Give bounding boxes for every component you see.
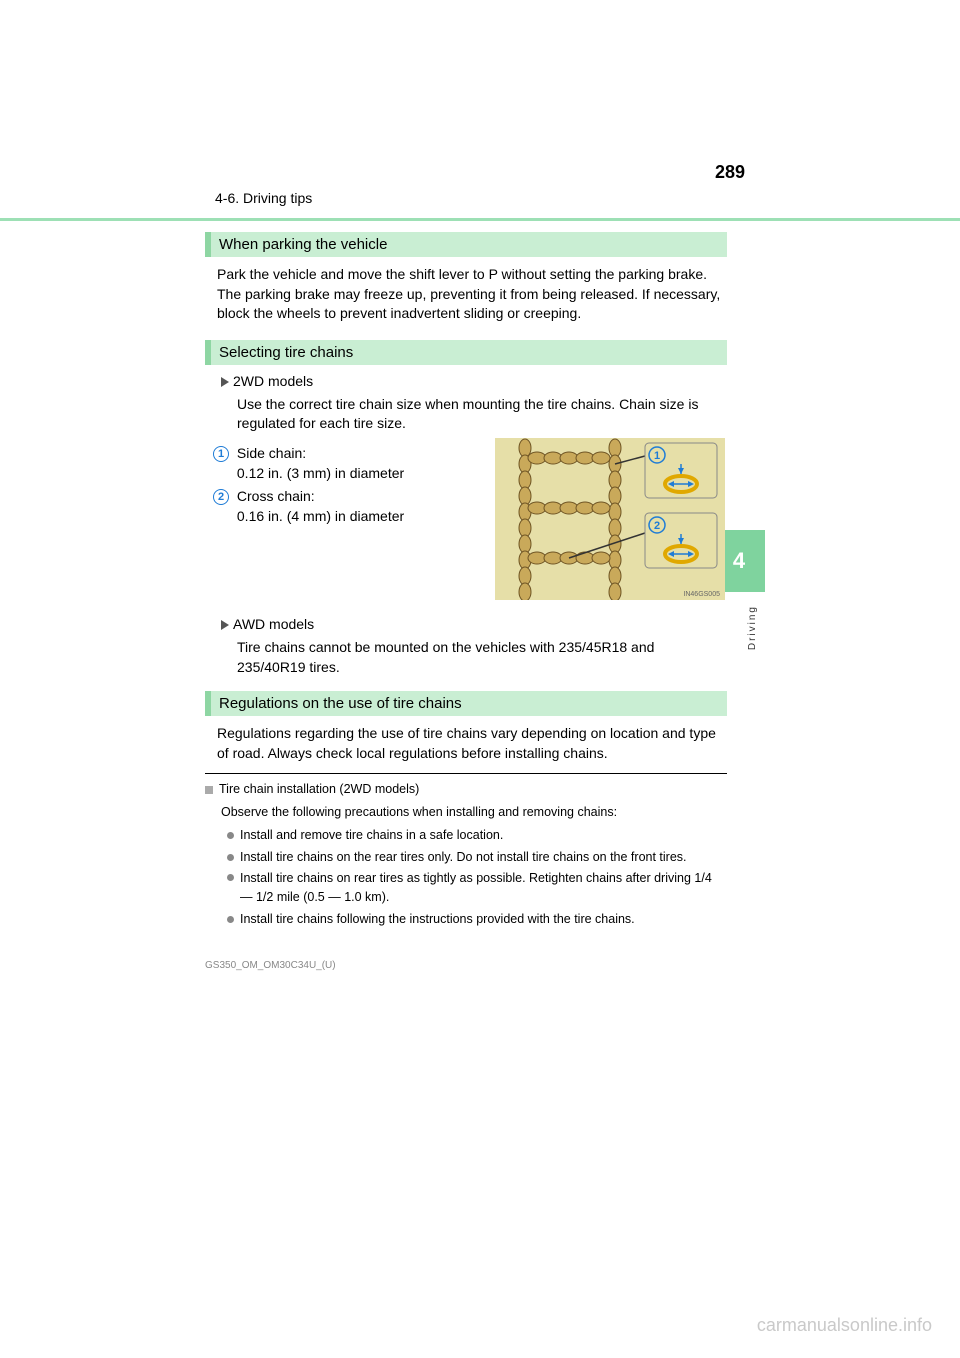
tips-title: Tire chain installation (2WD models) — [219, 782, 419, 796]
bullet-icon — [227, 916, 234, 923]
watermark: carmanualsonline.info — [757, 1315, 932, 1336]
subheading-2wd-text: 2WD models — [233, 373, 313, 389]
tip-1: Install and remove tire chains in a safe… — [240, 828, 503, 842]
chain-dimensions-block: 1 Side chain: 0.12 in. (3 mm) in diamete… — [205, 438, 725, 608]
section-header-regulations: Regulations on the use of tire chains — [205, 691, 727, 716]
svg-text:2: 2 — [654, 520, 660, 532]
page-number: 289 — [715, 162, 745, 183]
badge-2-icon: 2 — [213, 489, 229, 505]
section-header-parking: When parking the vehicle — [205, 232, 727, 257]
square-bullet-icon — [205, 786, 213, 794]
regulations-body: Regulations regarding the use of tire ch… — [205, 724, 725, 763]
section-breadcrumb: 4-6. Driving tips — [215, 190, 312, 206]
tip-4: Install tire chains following the instru… — [240, 912, 635, 926]
svg-text:1: 1 — [654, 450, 660, 462]
arrow-icon — [221, 377, 229, 387]
dim2-label: Cross chain: — [237, 488, 315, 504]
footer-doc-code: GS350_OM_OM30C34U_(U) — [205, 960, 336, 971]
subheading-awd: AWD models — [205, 616, 725, 632]
dim1-value: 0.12 in. (3 mm) in diameter — [237, 465, 404, 481]
badge-1-icon: 1 — [213, 446, 229, 462]
dim2-value: 0.16 in. (4 mm) in diameter — [237, 508, 404, 524]
tips-intro: Observe the following precautions when i… — [205, 803, 725, 822]
divider-rule — [205, 773, 727, 774]
subheading-2wd: 2WD models — [205, 373, 725, 389]
chain-diagram: 1 2 — [495, 438, 725, 600]
tip-2: Install tire chains on the rear tires on… — [240, 850, 687, 864]
bullet-icon — [227, 874, 234, 881]
arrow-icon — [221, 620, 229, 630]
dim1-label: Side chain: — [237, 445, 306, 461]
bullet-icon — [227, 854, 234, 861]
bullet-icon — [227, 832, 234, 839]
tips-block: Tire chain installation (2WD models) Obs… — [205, 780, 725, 928]
chapter-tab-label: Driving — [747, 605, 758, 650]
section-header-chains: Selecting tire chains — [205, 340, 727, 365]
header-divider — [0, 218, 960, 221]
awd-text: Tire chains cannot be mounted on the veh… — [205, 638, 725, 677]
subheading-awd-text: AWD models — [233, 616, 314, 632]
parking-body: Park the vehicle and move the shift leve… — [205, 265, 725, 324]
tip-3: Install tire chains on rear tires as tig… — [240, 869, 725, 907]
chains-intro: Use the correct tire chain size when mou… — [205, 395, 725, 434]
manual-page: 289 4-6. Driving tips 4 Driving When par… — [0, 0, 960, 1358]
diagram-code: IN46GS005 — [683, 591, 720, 598]
page-content: When parking the vehicle Park the vehicl… — [205, 232, 725, 932]
